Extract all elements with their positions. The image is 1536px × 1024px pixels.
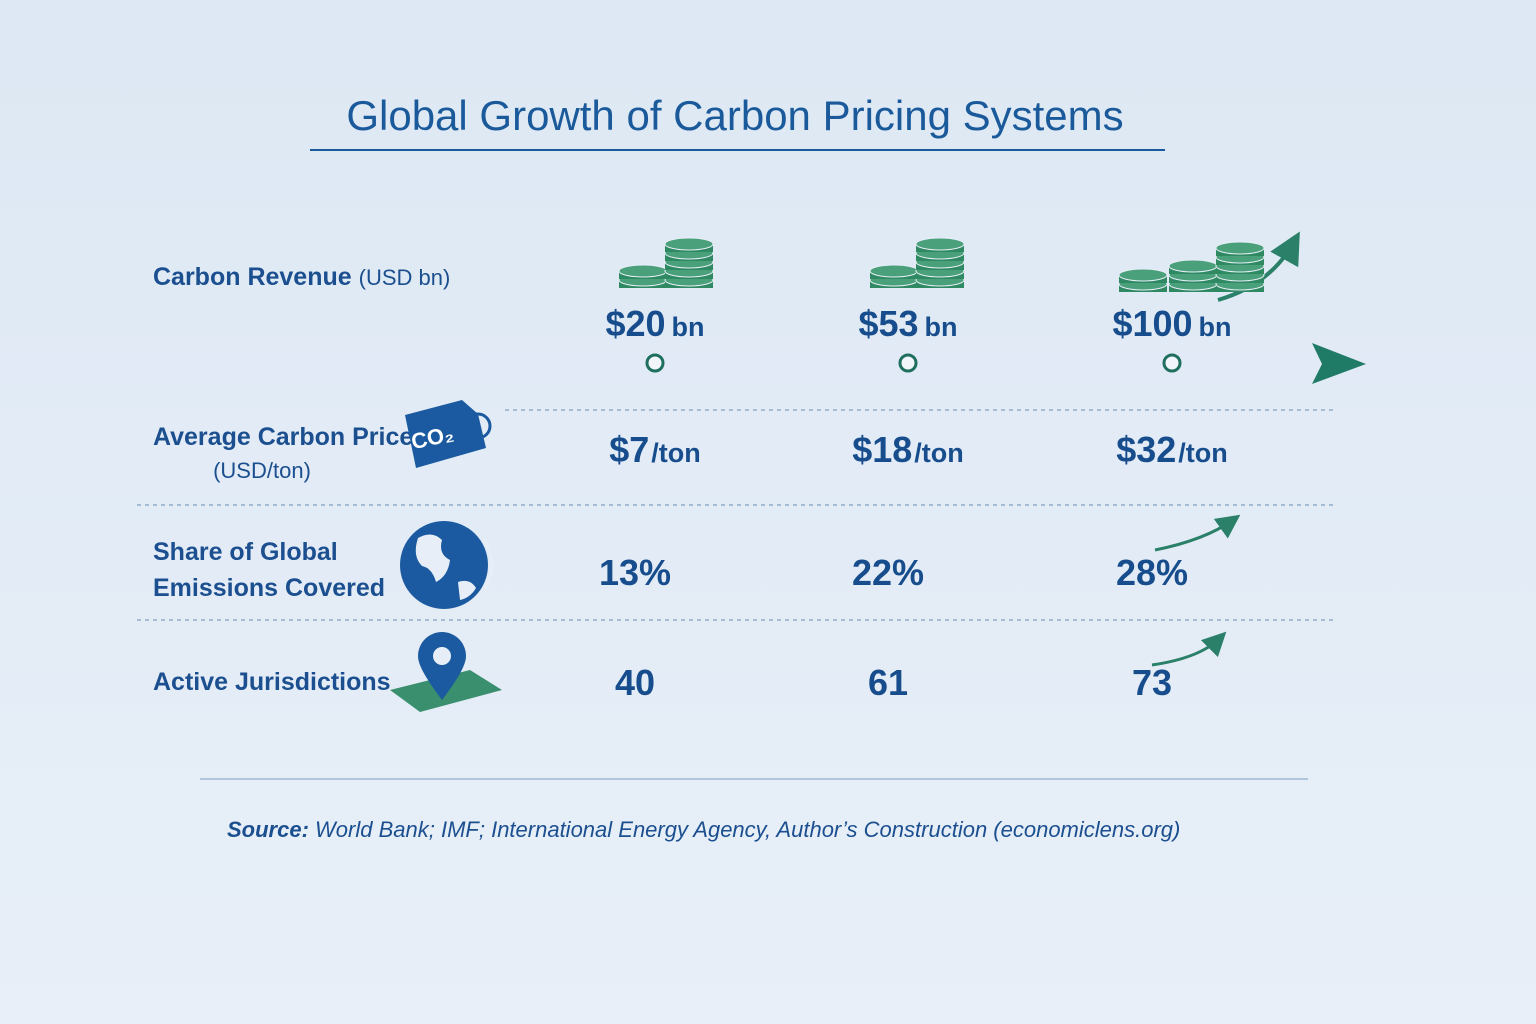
coin-top bbox=[1118, 268, 1168, 282]
value-amount: 28% bbox=[1116, 552, 1188, 593]
value-amount: 61 bbox=[868, 662, 908, 703]
row-unit: (USD/ton) bbox=[213, 458, 311, 483]
timeline-dot bbox=[898, 353, 918, 373]
value-amount: $100 bbox=[1112, 303, 1192, 344]
map-pin-icon bbox=[390, 632, 502, 712]
value: $100 bn bbox=[1112, 303, 1231, 344]
coin-top bbox=[664, 237, 714, 251]
value-unit: bn bbox=[925, 312, 958, 342]
value-unit: /ton bbox=[651, 438, 700, 468]
coin-top bbox=[869, 264, 919, 278]
value-unit: /ton bbox=[1178, 438, 1227, 468]
value: 22% bbox=[852, 552, 924, 593]
coin-top bbox=[915, 237, 965, 251]
value-amount: $20 bbox=[605, 303, 665, 344]
value-amount: $53 bbox=[858, 303, 918, 344]
value: $7/ton bbox=[609, 429, 701, 470]
value-unit: bn bbox=[1199, 312, 1232, 342]
coin-top bbox=[618, 264, 668, 278]
value: 73 bbox=[1132, 662, 1172, 703]
row-label: Emissions Covered bbox=[153, 574, 385, 602]
row-label: Share of Global bbox=[153, 538, 338, 566]
value: 13% bbox=[599, 552, 671, 593]
timeline-dot bbox=[1162, 353, 1182, 373]
globe-icon bbox=[400, 521, 494, 609]
row-label: Average Carbon Price bbox=[153, 423, 413, 451]
value: $53 bn bbox=[858, 303, 957, 344]
value-amount: 13% bbox=[599, 552, 671, 593]
coin-top bbox=[1215, 241, 1265, 255]
coin-top bbox=[1168, 259, 1218, 273]
value: 61 bbox=[868, 662, 908, 703]
title: Global Growth of Carbon Pricing Systems bbox=[346, 92, 1123, 139]
source: Source: World Bank; IMF; International E… bbox=[227, 817, 1180, 842]
trend-arrow bbox=[1151, 631, 1227, 667]
value: 28% bbox=[1116, 552, 1188, 593]
row-label: Carbon Revenue (USD bn) bbox=[153, 263, 450, 291]
value: 40 bbox=[615, 662, 655, 703]
value: $20 bn bbox=[605, 303, 704, 344]
co2-tag-icon: CO₂ bbox=[405, 400, 492, 468]
value: $32/ton bbox=[1116, 429, 1228, 470]
value: $18/ton bbox=[852, 429, 964, 470]
trend-arrow bbox=[1154, 514, 1241, 552]
row-label: Active Jurisdictions bbox=[153, 668, 391, 696]
value-amount: $18 bbox=[852, 429, 912, 470]
value-amount: 40 bbox=[615, 662, 655, 703]
timeline-arrow bbox=[1312, 343, 1366, 384]
value-amount: $7 bbox=[609, 429, 649, 470]
value-amount: 73 bbox=[1132, 662, 1172, 703]
value-amount: 22% bbox=[852, 552, 924, 593]
value-unit: bn bbox=[672, 312, 705, 342]
value-unit: /ton bbox=[914, 438, 963, 468]
value-amount: $32 bbox=[1116, 429, 1176, 470]
timeline-dot bbox=[645, 353, 665, 373]
